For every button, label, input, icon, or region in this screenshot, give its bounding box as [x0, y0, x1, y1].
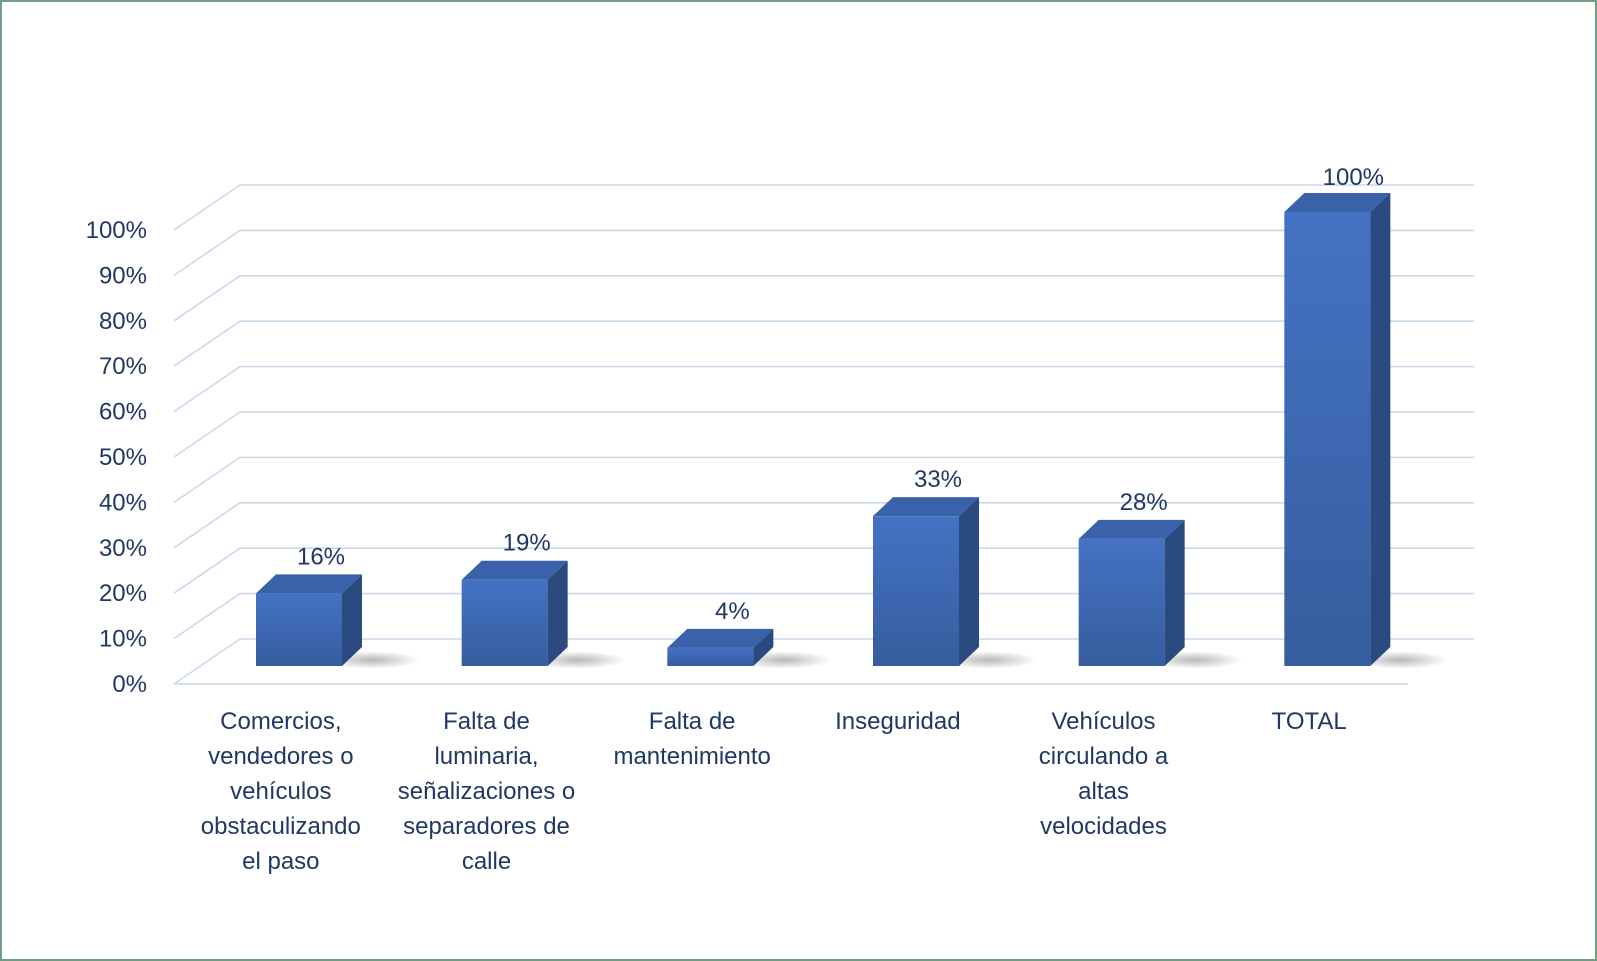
y-tick-label: 70%	[99, 353, 147, 380]
y-axis-ticks: 0% 10% 20% 30% 40% 50% 60% 70% 80% 90% 100%	[86, 217, 147, 698]
bar-front	[1284, 212, 1371, 666]
category-label: Vehículos circulando a altas velocidades	[1039, 708, 1169, 840]
bar	[461, 560, 626, 669]
data-label: 100%	[1323, 164, 1384, 191]
gridline	[173, 229, 1474, 277]
bar	[1284, 193, 1449, 669]
bar-top	[461, 560, 568, 580]
category-label-line: circulando a	[1039, 743, 1169, 770]
category-label-line: velocidades	[1040, 813, 1167, 840]
gridline	[173, 365, 1474, 413]
bar-side	[1370, 193, 1391, 666]
category-label-line: vendedores o	[208, 743, 353, 770]
y-tick-label: 50%	[99, 444, 147, 471]
category-label-line: Falta de	[443, 708, 530, 735]
data-label: 33%	[914, 466, 962, 493]
bar-front	[667, 647, 754, 666]
bars	[256, 193, 1449, 669]
category-label-line: Vehículos	[1051, 708, 1155, 735]
category-label-line: separadores de	[403, 813, 570, 840]
category-label-line: calle	[462, 848, 511, 875]
bar-front	[873, 516, 959, 666]
category-label: Falta de luminaria, señalizaciones o separa…	[398, 708, 575, 875]
category-label: Inseguridad	[835, 708, 960, 735]
category-label-line: luminaria,	[434, 743, 538, 770]
y-tick-label: 100%	[86, 217, 147, 244]
bar	[1078, 519, 1243, 669]
data-label: 28%	[1120, 489, 1168, 516]
bar-front	[256, 593, 342, 666]
gridline	[173, 320, 1474, 367]
category-label-line: obstaculizando	[201, 813, 361, 840]
data-label: 16%	[297, 543, 345, 570]
bar	[667, 628, 832, 669]
bar-side	[1164, 519, 1185, 666]
bar	[256, 574, 420, 669]
bar-side	[753, 628, 774, 666]
bar-top	[873, 497, 979, 517]
category-label-line: mantenimiento	[613, 743, 770, 770]
gridline	[173, 411, 1474, 458]
gridlines	[173, 184, 1474, 685]
category-label-line: señalizaciones o	[398, 778, 575, 805]
gridline	[173, 638, 1474, 685]
category-label-line: el paso	[242, 848, 319, 875]
gridline	[173, 184, 1474, 231]
category-label-line: Comercios,	[220, 708, 341, 735]
y-tick-label: 60%	[99, 399, 147, 426]
gridline	[173, 456, 1474, 504]
bar-top	[1078, 519, 1185, 539]
bar-front	[1078, 538, 1165, 666]
category-label: Comercios, vendedores o vehículos obstaculi…	[201, 708, 361, 875]
y-tick-label: 90%	[99, 262, 147, 289]
category-label: Falta de mantenimiento	[613, 708, 770, 770]
bar-side	[959, 497, 979, 666]
category-labels: Comercios, vendedores o vehículos obstaculi…	[201, 708, 1347, 875]
y-tick-label: 30%	[99, 535, 147, 562]
category-label-line: Falta de	[649, 708, 736, 735]
data-label: 19%	[503, 530, 551, 557]
bar-top	[1284, 193, 1391, 212]
bar-side	[547, 560, 568, 666]
bar-top	[256, 574, 362, 594]
y-tick-label: 80%	[99, 308, 147, 335]
category-label-line: TOTAL	[1272, 708, 1347, 735]
gridline	[173, 547, 1474, 594]
category-label-line: vehículos	[230, 778, 331, 805]
data-label: 4%	[715, 598, 750, 625]
gridline	[173, 592, 1474, 640]
y-tick-label: 20%	[99, 580, 147, 607]
y-tick-label: 10%	[99, 626, 147, 653]
gridline	[173, 274, 1474, 322]
bar	[873, 497, 1037, 669]
category-label: TOTAL	[1272, 708, 1347, 735]
bar-top	[667, 628, 774, 648]
y-tick-label: 0%	[112, 671, 147, 698]
y-tick-label: 40%	[99, 489, 147, 516]
data-labels: 16% 19% 4% 33% 28% 100%	[297, 164, 1384, 625]
gridline	[173, 501, 1474, 549]
category-label-line: Inseguridad	[835, 708, 960, 735]
category-label-line: altas	[1078, 778, 1129, 805]
bar-front	[461, 579, 548, 666]
bar-side	[342, 574, 362, 666]
